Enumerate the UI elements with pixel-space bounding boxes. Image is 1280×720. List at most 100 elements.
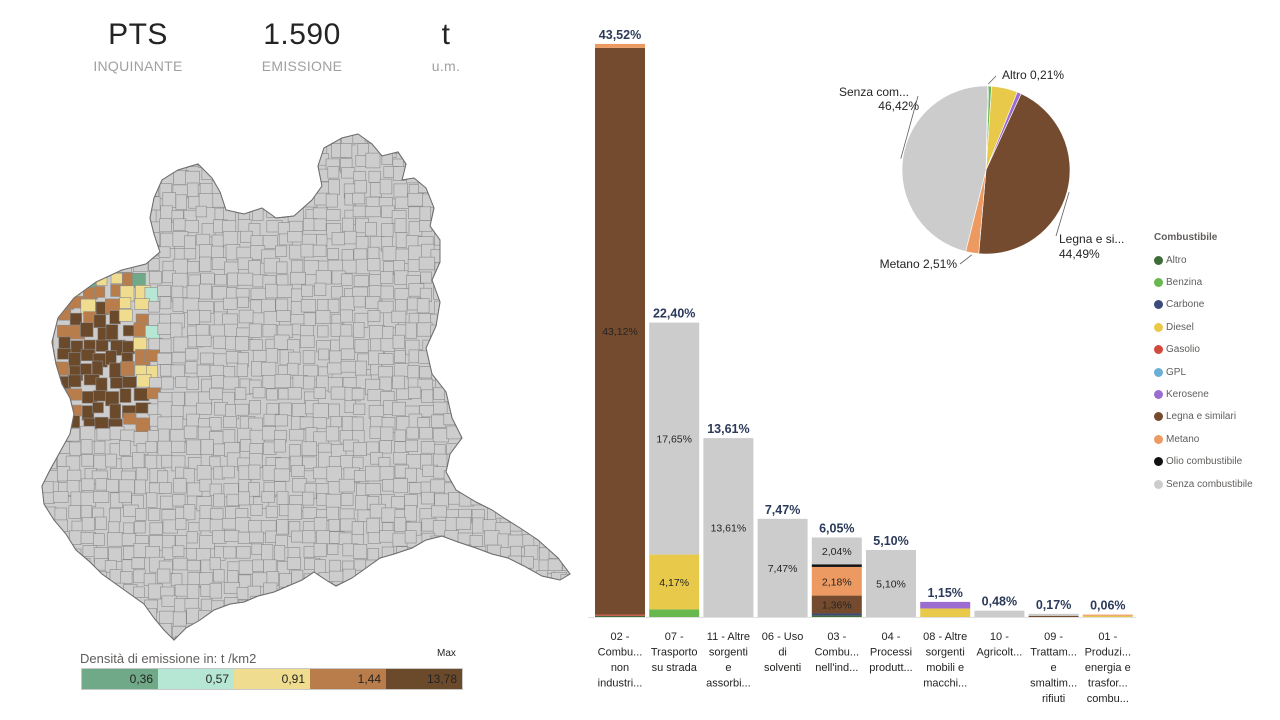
municipality-cell[interactable]	[381, 559, 396, 576]
municipality-cell[interactable]	[261, 361, 277, 376]
municipality-cell[interactable]	[253, 626, 266, 641]
municipality-cell[interactable]	[404, 467, 417, 483]
municipality-cell[interactable]	[312, 244, 327, 257]
municipality-cell[interactable]	[278, 388, 290, 400]
municipality-cell[interactable]	[52, 154, 67, 168]
municipality-cell[interactable]	[550, 599, 564, 612]
municipality-cell[interactable]	[172, 272, 188, 288]
municipality-cell[interactable]	[473, 546, 487, 562]
municipality-cell[interactable]	[381, 132, 394, 148]
municipality-cell[interactable]	[381, 600, 396, 613]
municipality-cell[interactable]	[326, 209, 341, 221]
municipality-cell[interactable]	[299, 416, 314, 429]
municipality-cell[interactable]	[575, 219, 588, 230]
municipality-cell[interactable]	[32, 233, 44, 248]
municipality-cell[interactable]	[456, 597, 469, 613]
municipality-cell[interactable]	[161, 140, 175, 155]
bar-segment[interactable]	[595, 614, 645, 616]
municipality-cell[interactable]	[42, 258, 58, 271]
municipality-cell[interactable]	[548, 352, 564, 364]
municipality-cell[interactable]	[341, 273, 353, 286]
municipality-cell[interactable]	[495, 455, 507, 467]
municipality-cell[interactable]	[42, 624, 55, 638]
municipality-cell[interactable]	[539, 273, 553, 288]
municipality-cell[interactable]	[93, 491, 110, 503]
pie-slice[interactable]	[978, 93, 1071, 255]
municipality-cell[interactable]	[200, 272, 215, 285]
municipality-cell[interactable]	[209, 324, 226, 338]
municipality-cell[interactable]	[119, 440, 131, 456]
municipality-cell[interactable]	[354, 581, 368, 598]
municipality-cell[interactable]	[93, 314, 107, 328]
municipality-cell[interactable]	[457, 467, 471, 479]
municipality-cell[interactable]	[448, 154, 464, 169]
municipality-cell[interactable]	[133, 635, 150, 650]
municipality-cell[interactable]	[472, 387, 485, 402]
municipality-cell[interactable]	[53, 195, 68, 209]
municipality-cell[interactable]	[290, 634, 303, 646]
municipality-cell[interactable]	[312, 417, 328, 429]
municipality-cell[interactable]	[156, 352, 172, 365]
municipality-cell[interactable]	[432, 184, 447, 196]
municipality-cell[interactable]	[211, 375, 225, 389]
municipality-cell[interactable]	[487, 622, 501, 634]
municipality-cell[interactable]	[32, 444, 46, 459]
municipality-cell[interactable]	[291, 608, 304, 625]
municipality-cell[interactable]	[302, 491, 315, 506]
municipality-cell[interactable]	[263, 559, 277, 574]
municipality-cell[interactable]	[459, 219, 473, 233]
municipality-cell[interactable]	[187, 182, 199, 199]
municipality-cell[interactable]	[249, 531, 264, 544]
municipality-cell[interactable]	[474, 314, 491, 329]
municipality-cell[interactable]	[407, 600, 423, 615]
municipality-cell[interactable]	[499, 586, 513, 600]
municipality-cell[interactable]	[120, 130, 135, 143]
municipality-cell[interactable]	[289, 191, 302, 207]
municipality-cell[interactable]	[30, 350, 41, 362]
municipality-cell[interactable]	[226, 167, 241, 184]
municipality-cell[interactable]	[122, 340, 135, 355]
municipality-cell[interactable]	[300, 335, 315, 348]
municipality-cell[interactable]	[509, 154, 523, 170]
municipality-cell[interactable]	[408, 206, 421, 220]
municipality-cell[interactable]	[352, 544, 368, 559]
municipality-cell[interactable]	[381, 223, 394, 238]
municipality-cell[interactable]	[433, 285, 449, 300]
municipality-cell[interactable]	[340, 309, 353, 323]
municipality-cell[interactable]	[447, 130, 460, 139]
municipality-cell[interactable]	[484, 418, 498, 432]
municipality-cell[interactable]	[365, 296, 381, 309]
municipality-cell[interactable]	[329, 130, 341, 146]
municipality-cell[interactable]	[68, 583, 82, 599]
municipality-cell[interactable]	[526, 574, 539, 588]
municipality-cell[interactable]	[95, 516, 107, 530]
municipality-cell[interactable]	[261, 608, 274, 625]
municipality-cell[interactable]	[420, 639, 432, 650]
municipality-cell[interactable]	[448, 492, 461, 505]
municipality-cell[interactable]	[498, 143, 512, 156]
municipality-cell[interactable]	[429, 156, 445, 171]
municipality-cell[interactable]	[484, 297, 499, 311]
municipality-cell[interactable]	[159, 338, 172, 353]
fuel-legend-item[interactable]: Legna e similari	[1154, 406, 1253, 428]
municipality-cell[interactable]	[278, 586, 295, 603]
municipality-cell[interactable]	[57, 324, 70, 338]
municipality-cell[interactable]	[109, 310, 121, 325]
municipality-cell[interactable]	[393, 595, 410, 609]
municipality-cell[interactable]	[213, 493, 225, 508]
municipality-cell[interactable]	[300, 634, 315, 649]
municipality-cell[interactable]	[521, 399, 535, 412]
municipality-cell[interactable]	[482, 557, 495, 572]
municipality-cell[interactable]	[512, 170, 527, 182]
municipality-cell[interactable]	[352, 599, 369, 614]
municipality-cell[interactable]	[303, 611, 317, 626]
municipality-cell[interactable]	[494, 465, 509, 478]
municipality-cell[interactable]	[301, 441, 317, 456]
municipality-cell[interactable]	[483, 455, 499, 469]
municipality-cell[interactable]	[288, 351, 301, 366]
municipality-cell[interactable]	[536, 570, 548, 587]
municipality-cell[interactable]	[222, 429, 236, 444]
municipality-cell[interactable]	[108, 547, 122, 562]
municipality-cell[interactable]	[262, 324, 277, 338]
fuel-legend-item[interactable]: GPL	[1154, 361, 1253, 383]
